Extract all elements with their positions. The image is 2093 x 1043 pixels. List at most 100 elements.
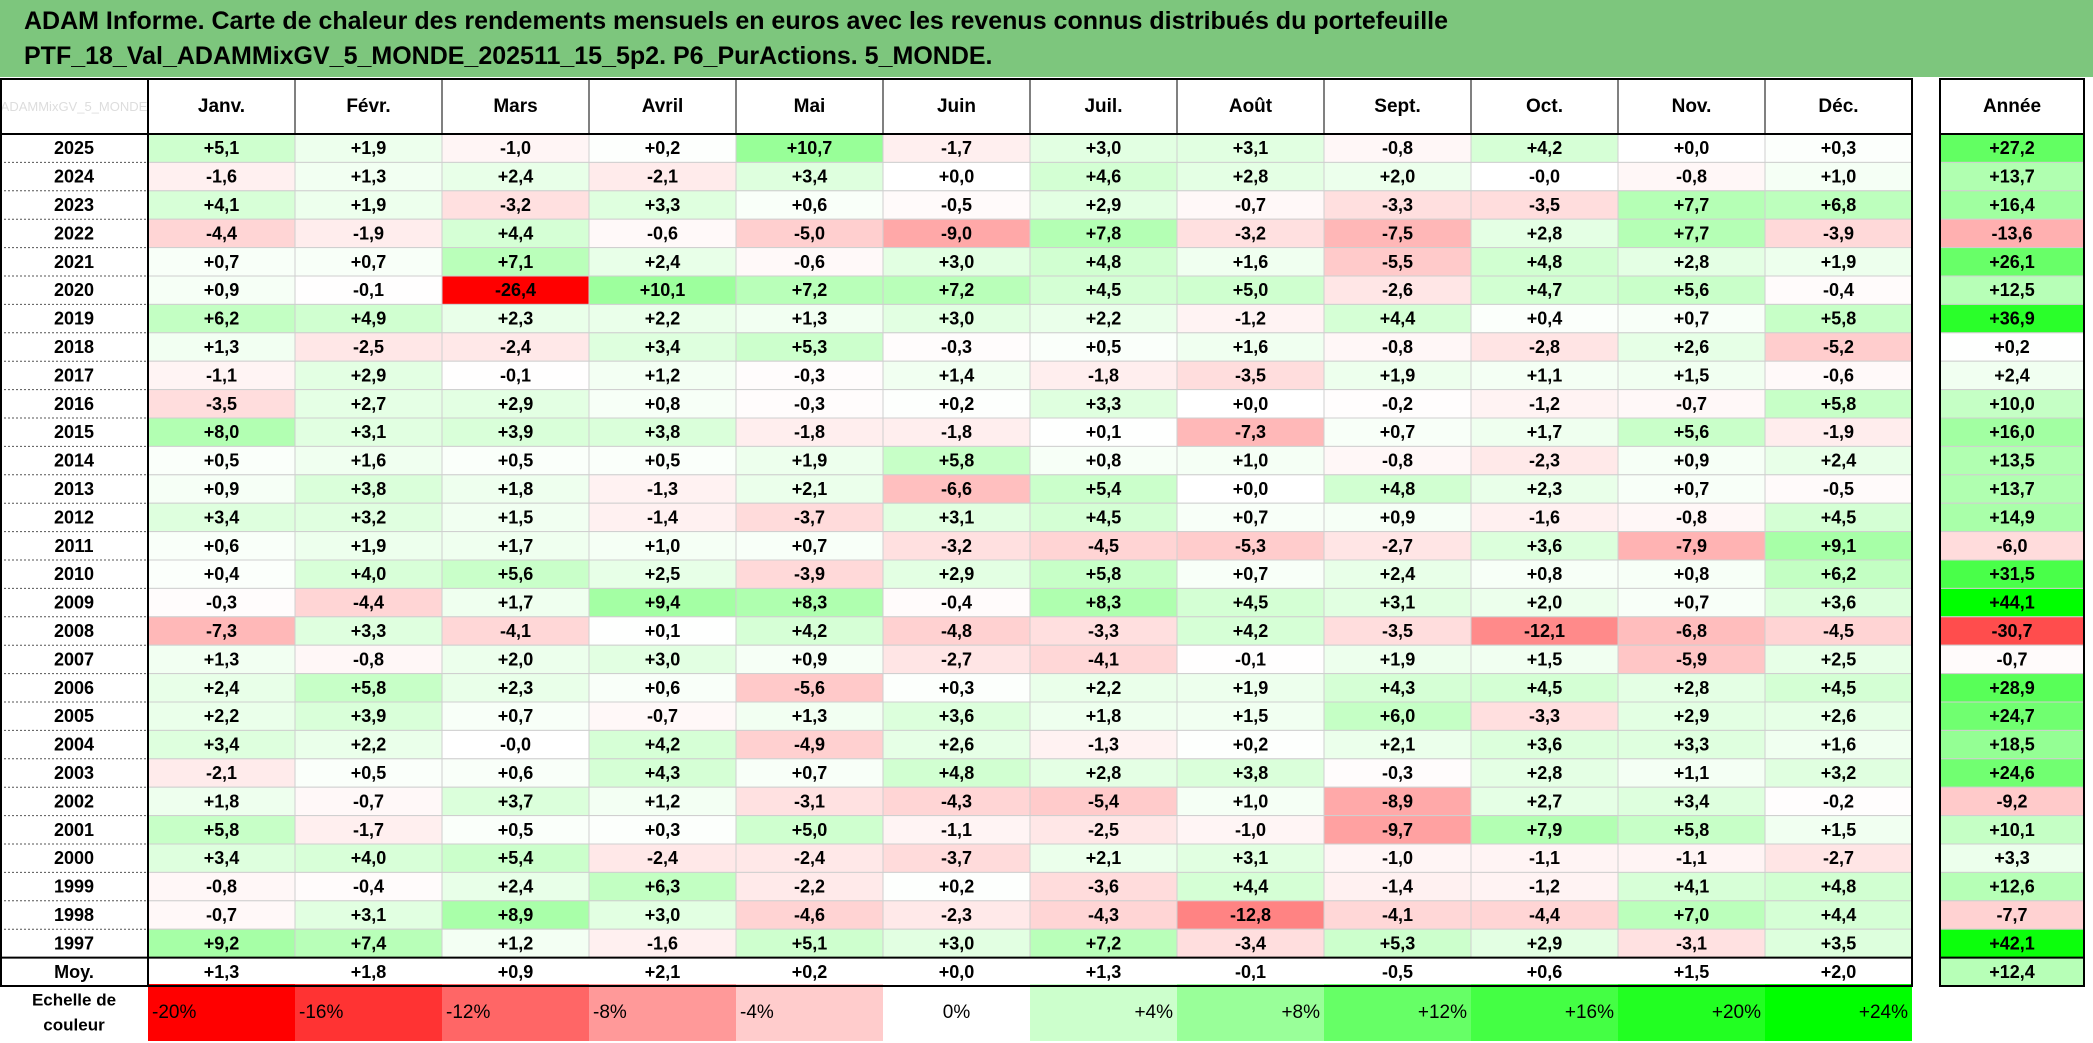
heat-cell-2016-4	[588, 389, 737, 419]
heat-cell-2015-4	[588, 417, 737, 447]
scale-swatch-6	[883, 984, 1030, 1041]
year-label-1997: +42,1	[1989, 933, 2035, 953]
heat-cell-2019-1	[147, 303, 296, 334]
heat-cell-2014-2	[294, 445, 443, 476]
heat-cell-2005-12	[1764, 701, 1913, 731]
row-label-2006: 2006	[54, 678, 94, 698]
cell-label-2018-7: +0,5	[1086, 337, 1122, 357]
heat-cell-2001-3	[441, 815, 590, 845]
heat-cell-2023-11	[1617, 190, 1766, 220]
cell-label-2013-9: +4,8	[1380, 479, 1416, 499]
cell-label-2020-4: +10,1	[640, 280, 686, 300]
chart-title-line-1: ADAM Informe. Carte de chaleur des rende…	[24, 7, 1449, 35]
heat-cell-2007-6	[882, 644, 1031, 675]
year-label-2014: +13,5	[1989, 451, 2035, 471]
cell-label-2019-4: +2,2	[645, 309, 681, 329]
heat-cell-2009-12	[1764, 587, 1913, 618]
heat-cell-2012-4	[588, 502, 737, 533]
heat-cell-2015-12	[1764, 417, 1913, 447]
cell-label-1998-10: -4,4	[1529, 905, 1560, 925]
cell-label-2012-11: -0,8	[1676, 507, 1707, 527]
cell-label-1999-4: +6,3	[645, 877, 681, 897]
heat-cell-2008-5	[735, 616, 884, 646]
cell-label-2014-5: +1,9	[792, 451, 828, 471]
heat-cell-2008-6	[882, 616, 1031, 646]
heat-cell-1999-11	[1617, 871, 1766, 902]
heat-cell-2020-10	[1470, 275, 1619, 305]
heat-cell-2013-5	[735, 474, 884, 504]
cell-label-2007-12: +2,5	[1821, 649, 1857, 669]
heat-cell-2002-6	[882, 786, 1031, 817]
cell-label-2015-2: +3,1	[351, 422, 387, 442]
cell-label-2011-10: +3,6	[1527, 536, 1563, 556]
heat-cell-2001-11	[1617, 815, 1766, 845]
cell-label-1999-10: -1,2	[1529, 877, 1560, 897]
heat-cell-2021-2	[294, 247, 443, 277]
year-label-2015: +16,0	[1989, 422, 2035, 442]
cell-label-2014-12: +2,4	[1821, 451, 1857, 471]
heat-cell-2016-9	[1323, 389, 1472, 419]
heat-cell-2023-3	[441, 190, 590, 220]
cell-label-2013-1: +0,9	[204, 479, 240, 499]
cell-label-2010-12: +6,2	[1821, 564, 1857, 584]
cell-label-2001-3: +0,5	[498, 820, 534, 840]
cell-label-2014-8: +1,0	[1233, 451, 1269, 471]
cell-label-2004-6: +2,6	[939, 735, 975, 755]
heat-cell-2014-10	[1470, 445, 1619, 476]
heat-cell-2022-9	[1323, 218, 1472, 249]
cell-label-2012-2: +3,2	[351, 507, 387, 527]
heat-cell-2001-8	[1176, 815, 1325, 845]
cell-label-2002-11: +3,4	[1674, 791, 1710, 811]
cell-label-2018-12: -5,2	[1823, 337, 1854, 357]
cell-label-2004-5: -4,9	[794, 735, 825, 755]
heat-cell-2015-6	[882, 417, 1031, 447]
cell-label-2010-6: +2,9	[939, 564, 975, 584]
heat-cell-2020-9	[1323, 275, 1472, 305]
heat-cell-2017-12	[1764, 360, 1913, 391]
heat-cell-2023-10	[1470, 190, 1619, 220]
cell-label-2000-5: -2,4	[794, 848, 825, 868]
cell-label-2003-9: -0,3	[1382, 763, 1413, 783]
cell-label-2004-8: +0,2	[1233, 735, 1269, 755]
heat-cell-2009-11	[1617, 587, 1766, 618]
average-cell-2: +1,8	[351, 962, 387, 982]
average-cell-7: +1,3	[1086, 962, 1122, 982]
heat-cell-2000-5	[735, 843, 884, 873]
cell-label-2021-3: +7,1	[498, 252, 534, 272]
year-label-2012: +14,9	[1989, 507, 2035, 527]
heat-cell-2014-6	[882, 445, 1031, 476]
heat-cell-2006-12	[1764, 673, 1913, 703]
heat-cell-2021-11	[1617, 247, 1766, 277]
heat-cell-2023-1	[147, 190, 296, 220]
cell-label-1997-2: +7,4	[351, 933, 387, 953]
heat-cell-2018-5	[735, 332, 884, 362]
heat-cell-2006-5	[735, 673, 884, 703]
year-cell-2003	[1939, 758, 2085, 788]
cell-label-2008-9: -3,5	[1382, 621, 1413, 641]
heat-cell-1999-7	[1029, 871, 1178, 902]
scale-label-1: -20%	[152, 1002, 196, 1023]
heat-cell-2019-2	[294, 303, 443, 334]
cell-label-2004-2: +2,2	[351, 735, 387, 755]
heat-cell-2017-1	[147, 360, 296, 391]
cell-label-2002-4: +1,2	[645, 791, 681, 811]
heat-cell-2009-8	[1176, 587, 1325, 618]
cell-label-2023-9: -3,3	[1382, 195, 1413, 215]
heat-cell-2005-10	[1470, 701, 1619, 731]
heat-cell-2019-10	[1470, 303, 1619, 334]
scale-label-2: -16%	[299, 1002, 343, 1023]
cell-label-2003-2: +0,5	[351, 763, 387, 783]
cell-label-2002-5: -3,1	[794, 791, 825, 811]
heat-cell-2013-10	[1470, 474, 1619, 504]
cell-label-2015-6: -1,8	[941, 422, 972, 442]
cell-label-2025-10: +4,2	[1527, 138, 1563, 158]
heat-cell-2022-4	[588, 218, 737, 249]
heat-cell-2012-3	[441, 502, 590, 533]
heat-cell-2000-11	[1617, 843, 1766, 873]
heat-cell-2000-6	[882, 843, 1031, 873]
scale-swatch-4	[589, 984, 736, 1041]
heat-cell-2004-5	[735, 729, 884, 760]
cell-label-2007-10: +1,5	[1527, 649, 1563, 669]
column-header-9: Sept.	[1374, 96, 1420, 117]
chart-title-line-2: PTF_18_Val_ADAMMixGV_5_MONDE_202511_15_5…	[24, 42, 993, 70]
